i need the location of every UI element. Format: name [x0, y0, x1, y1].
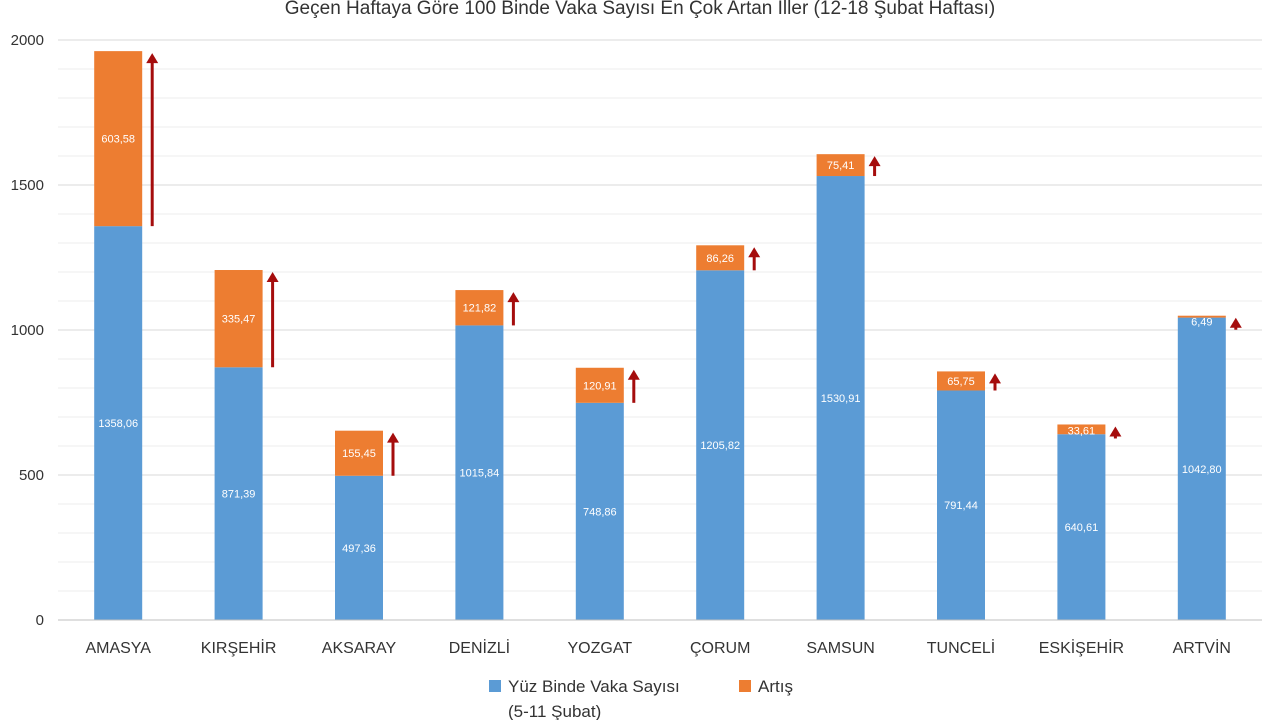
data-label-base: 1042,80	[1182, 464, 1222, 476]
bar-base	[696, 270, 745, 620]
bar-increase	[816, 154, 865, 177]
increase-arrow-head	[387, 432, 399, 443]
bar-base	[214, 367, 263, 620]
bar-base	[937, 390, 985, 620]
bar-increase	[696, 245, 745, 271]
increase-arrow-head	[1109, 426, 1122, 437]
legend-label-base-period: (5-11 Şubat)	[508, 702, 601, 720]
bar-increase	[1177, 315, 1226, 318]
bar-increase	[937, 371, 985, 391]
y-tick-label: 500	[19, 467, 44, 484]
data-label-increase: 33,61	[1068, 425, 1096, 437]
data-label-base: 1205,82	[700, 440, 740, 452]
data-label-base: 1530,91	[821, 393, 861, 405]
bar-base	[1177, 317, 1226, 620]
x-category-label: AMASYA	[85, 640, 151, 657]
bar-base	[816, 176, 865, 620]
bars: 1358,06 603,58 871,39 335,47 497,36 155,45 101…	[94, 51, 1226, 620]
data-label-base: 640,61	[1065, 522, 1099, 534]
x-category-label: TUNCELİ	[927, 638, 995, 657]
data-label-base: 871,39	[222, 489, 256, 501]
legend-swatch-base	[489, 680, 501, 692]
data-label-increase: 603,58	[101, 134, 135, 146]
legend-label-base: Yüz Binde Vaka Sayısı	[508, 677, 680, 696]
legend: Yüz Binde Vaka Sayısı (5-11 Şubat) Artış	[489, 677, 793, 720]
y-tick-label: 1500	[11, 177, 44, 194]
increase-arrow-head	[748, 247, 761, 258]
y-tick-label: 0	[36, 612, 44, 629]
x-category-label: ARTVİN	[1173, 638, 1231, 657]
bar-increase	[455, 290, 504, 326]
x-category-label: ÇORUM	[690, 640, 750, 657]
bar-base	[1057, 434, 1106, 620]
chart-title: Geçen Haftaya Göre 100 Binde Vaka Sayısı…	[285, 0, 995, 19]
data-label-increase: 121,82	[463, 303, 497, 315]
bar-increase	[214, 270, 263, 368]
bar-increase	[1057, 424, 1106, 435]
data-label-base: 1015,84	[460, 468, 500, 480]
increase-arrow-head	[989, 373, 1001, 384]
increase-arrows	[146, 53, 1242, 476]
data-label-increase: 335,47	[222, 314, 256, 326]
x-category-label: AKSARAY	[322, 640, 397, 657]
increase-arrow-head	[266, 272, 279, 283]
x-axis: AMASYA KIRŞEHİR AKSARAY DENİZLİ YOZGAT ÇORUM S…	[58, 619, 1262, 657]
x-category-label: ESKİŞEHİR	[1039, 638, 1124, 657]
x-category-label: SAMSUN	[806, 640, 874, 657]
increase-arrow-head	[1229, 317, 1242, 328]
data-label-increase: 75,41	[827, 160, 855, 172]
data-label-base: 497,36	[342, 543, 376, 555]
data-label-base: 1358,06	[98, 418, 138, 430]
data-label-increase: 120,91	[583, 380, 617, 392]
increase-arrow-head	[627, 369, 640, 380]
increase-arrow-head	[507, 292, 520, 303]
bar-increase	[94, 51, 143, 227]
data-label-increase: 86,26	[706, 253, 734, 265]
bar-base	[94, 226, 143, 620]
legend-label-increase: Artış	[758, 677, 793, 696]
bar-base	[575, 402, 624, 620]
legend-swatch-increase	[739, 680, 751, 692]
increase-arrow-head	[868, 156, 881, 167]
data-label-base: 748,86	[583, 506, 617, 518]
y-tick-label: 1000	[11, 322, 44, 339]
x-category-label: YOZGAT	[568, 640, 633, 657]
data-label-base: 791,44	[944, 500, 978, 512]
bar-base	[335, 475, 383, 620]
bar-increase	[575, 367, 624, 403]
data-label-increase: 65,75	[947, 376, 975, 388]
bar-base	[455, 325, 504, 620]
y-axis: 0 500 1000 1500 2000	[11, 32, 44, 629]
increase-arrow-head	[146, 53, 159, 64]
bar-increase	[335, 430, 383, 476]
x-category-label: KIRŞEHİR	[201, 638, 277, 657]
data-label-increase: 6,49	[1191, 317, 1212, 329]
x-category-label: DENİZLİ	[449, 638, 510, 657]
y-tick-label: 2000	[11, 32, 44, 49]
data-label-increase: 155,45	[342, 448, 376, 460]
